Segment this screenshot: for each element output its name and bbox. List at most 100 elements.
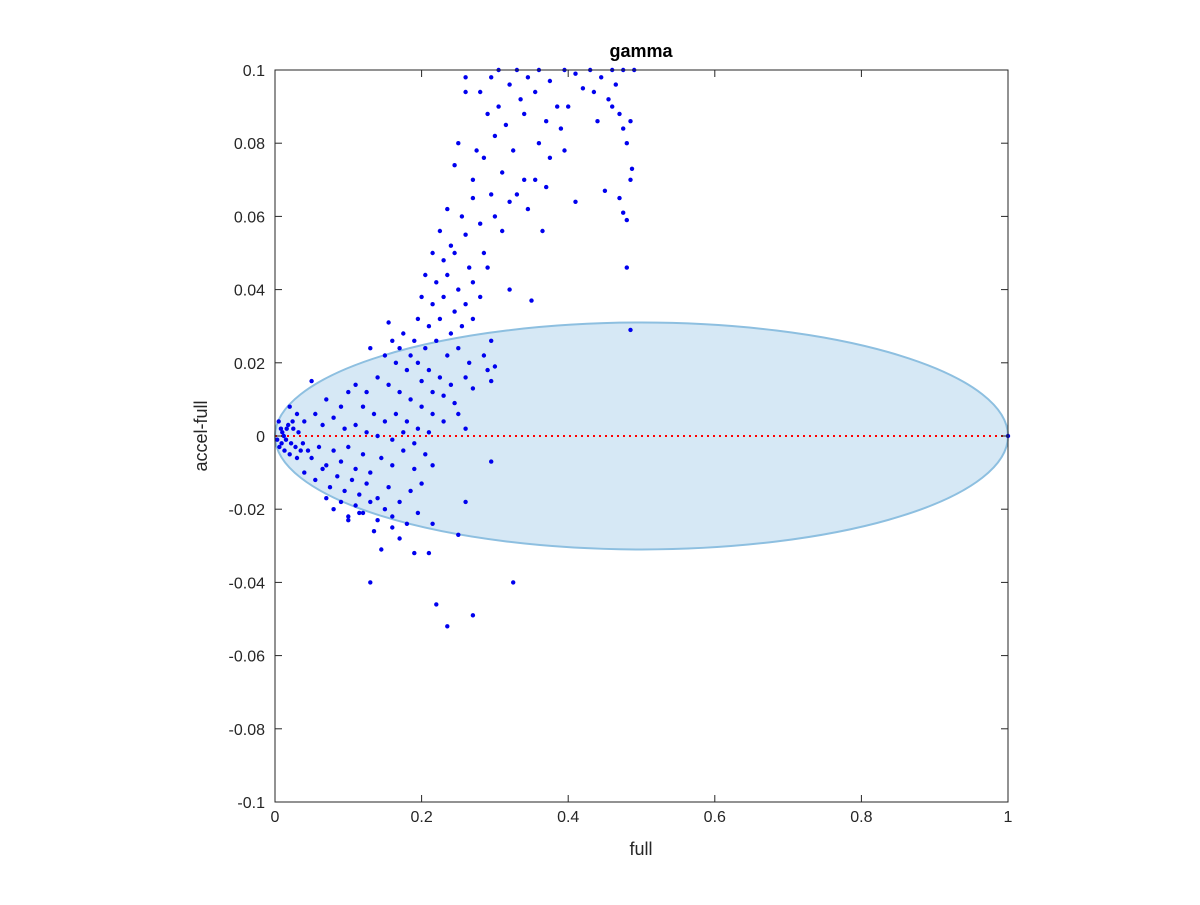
data-point [470, 316, 476, 322]
data-point [547, 78, 553, 84]
data-point [386, 382, 391, 387]
data-point [629, 166, 635, 171]
data-point [412, 441, 417, 446]
data-point [302, 470, 307, 475]
data-point [591, 89, 597, 95]
data-point [445, 206, 450, 212]
data-point [375, 496, 380, 501]
y-tick-label: 0.04 [234, 283, 265, 300]
data-point [463, 426, 468, 431]
data-point [452, 309, 457, 314]
data-point [430, 463, 435, 468]
data-point [566, 104, 571, 109]
data-point [423, 452, 428, 457]
data-point [470, 195, 476, 201]
data-point [522, 177, 527, 182]
data-point [309, 378, 314, 384]
data-point [277, 444, 282, 450]
data-point [342, 488, 347, 494]
chart-title: gamma [609, 41, 673, 61]
data-point [426, 430, 432, 435]
data-point [300, 441, 306, 446]
data-point [382, 419, 388, 424]
data-point [313, 411, 318, 417]
y-tick-label: 0 [256, 429, 265, 446]
data-point [533, 177, 538, 182]
data-point [485, 111, 490, 117]
data-point [485, 265, 490, 270]
data-point [507, 199, 512, 204]
data-point [500, 170, 505, 175]
data-point [393, 411, 399, 417]
data-point [434, 280, 439, 285]
data-point [331, 448, 336, 453]
data-point [470, 177, 476, 182]
data-point [364, 430, 369, 435]
data-point [456, 411, 461, 417]
data-point [558, 126, 564, 131]
data-point [599, 75, 604, 80]
data-point [390, 463, 395, 468]
data-point [441, 258, 446, 263]
data-point [430, 521, 435, 526]
x-tick-label: 0.8 [850, 809, 872, 826]
data-point [412, 338, 417, 343]
data-point [360, 510, 366, 516]
data-point [463, 75, 468, 80]
data-point [279, 441, 284, 446]
data-point [540, 228, 545, 234]
data-point [415, 360, 421, 365]
data-point [346, 514, 351, 519]
data-point [353, 466, 358, 472]
y-axis-label: accel-full [191, 400, 211, 471]
y-tick-label: -0.1 [237, 795, 265, 812]
data-point [507, 82, 512, 87]
x-tick-label: 0.4 [557, 809, 579, 826]
data-point [525, 75, 531, 80]
data-point [525, 206, 531, 212]
data-point [445, 272, 450, 278]
data-point [456, 141, 461, 146]
data-point [302, 419, 307, 424]
data-point [338, 459, 344, 464]
y-tick-label: -0.02 [229, 502, 266, 519]
data-point [379, 547, 384, 552]
x-axis-label: full [629, 839, 652, 859]
data-point [624, 265, 629, 270]
data-point [481, 155, 487, 160]
data-point [489, 75, 494, 80]
y-tick-label: -0.06 [229, 649, 266, 666]
data-point [375, 518, 380, 523]
data-point [478, 221, 483, 226]
data-point [441, 393, 446, 398]
data-point [485, 367, 490, 373]
data-point [423, 346, 428, 351]
data-point [434, 602, 439, 607]
data-point [463, 499, 468, 505]
data-point [536, 141, 542, 146]
data-point [404, 521, 410, 526]
data-point [353, 382, 358, 387]
data-point [617, 195, 622, 201]
data-point [282, 448, 287, 453]
data-point [335, 474, 340, 479]
data-point [397, 499, 402, 505]
data-point [346, 389, 351, 395]
data-point [434, 338, 439, 343]
data-point [511, 580, 516, 585]
data-point [309, 455, 314, 461]
data-point [456, 287, 461, 292]
data-point [342, 426, 347, 431]
data-point [463, 232, 468, 237]
data-point [390, 525, 395, 530]
axes-layer: 0 0.2 0.4 0.6 0.8 1 -0.1 -0.08 -0.06 -0.04 -0.02 0 0… [229, 63, 1013, 826]
data-point [316, 444, 322, 450]
data-point [324, 463, 329, 468]
data-point [412, 466, 417, 472]
data-point [386, 320, 391, 325]
data-point [401, 331, 406, 336]
data-point [437, 375, 443, 380]
data-point [463, 89, 468, 95]
